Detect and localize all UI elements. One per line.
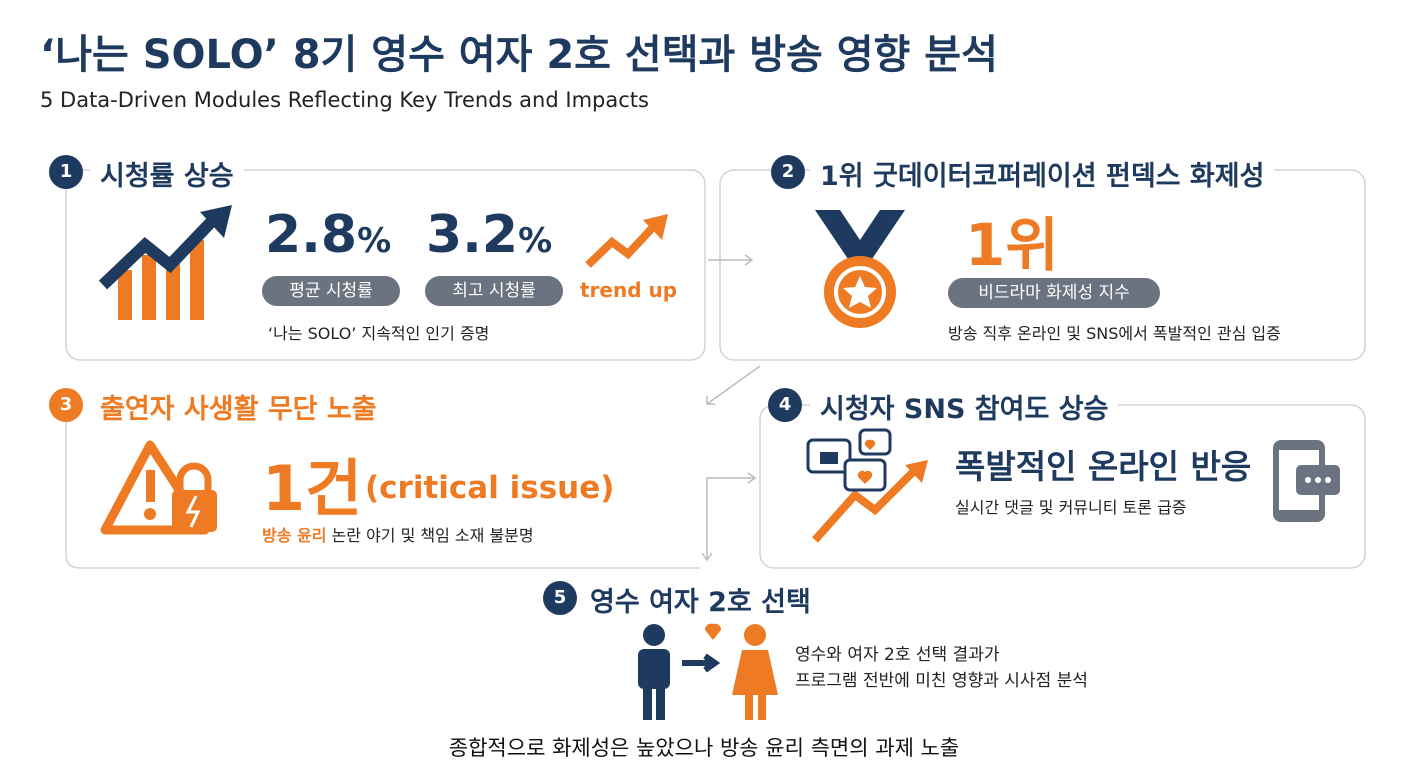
module-note: ‘나는 SOLO’ 지속적인 인기 증명	[268, 324, 490, 343]
stat-value: 3.2	[426, 205, 519, 265]
tag: (critical issue)	[365, 470, 615, 506]
trend-label: trend up	[580, 278, 678, 302]
arrow	[708, 254, 754, 266]
module-number: 1	[49, 155, 83, 189]
chart-icon	[98, 205, 232, 320]
warning-icon	[100, 440, 217, 535]
label-pill: 비드라마 화제성 지수	[948, 278, 1160, 308]
arrow	[701, 472, 757, 562]
module-title: 출연자 사생활 무단 노출	[90, 387, 387, 426]
module-number: 2	[771, 155, 805, 189]
stat-label: 최고 시청률	[425, 276, 563, 306]
module-line: 프로그램 전반에 미친 영향과 시사점 분석	[795, 671, 1088, 691]
module-number: 5	[543, 581, 577, 615]
stat: 3.2%	[426, 205, 552, 265]
persons-icon	[638, 623, 778, 720]
social-icon	[806, 428, 928, 543]
big-value: 1건	[262, 452, 363, 525]
module-title: 1위 굿데이터코퍼레이션 펀덱스 화제성	[810, 154, 1275, 193]
title: ‘나는 SOLO’ 8기 영수 여자 2호 선택과 방송 영향 분석	[40, 32, 998, 78]
module-note: 실시간 댓글 및 커뮤니티 토론 급증	[955, 498, 1187, 517]
arrow	[706, 365, 761, 405]
subtitle: 5 Data-Driven Modules Reflecting Key Tre…	[40, 88, 649, 112]
module-title: 시청률 상승	[90, 154, 244, 193]
trend-icon	[585, 214, 668, 268]
module-title: 영수 여자 2호 선택	[590, 587, 811, 618]
footer: 종합적으로 화제성은 높았으나 방송 윤리 측면의 과제 노출	[448, 736, 960, 760]
box	[65, 405, 700, 569]
box	[65, 169, 706, 361]
module-line: 영수와 여자 2호 선택 결과가	[795, 645, 1000, 665]
headline: 폭발적인 온라인 반응	[955, 447, 1252, 486]
stat-unit: %	[518, 221, 553, 261]
medal-icon	[815, 210, 905, 328]
module-note: 방송 윤리 논란 야기 및 책임 소재 불분명	[262, 522, 534, 546]
module-title: 시청자 SNS 참여도 상승	[810, 387, 1119, 426]
stat-value: 2.8	[265, 205, 358, 265]
module-number: 3	[49, 388, 83, 422]
stat-unit: %	[357, 221, 392, 261]
stat-label: 평균 시청률	[262, 276, 400, 306]
module-note: 방송 직후 온라인 및 SNS에서 폭발적인 관심 입증	[948, 324, 1281, 343]
phone-icon	[1273, 440, 1340, 522]
note-text: 논란 야기 및 책임 소재 불분명	[326, 526, 534, 545]
note-highlight: 방송 윤리	[262, 526, 327, 545]
stat: 2.8%	[265, 205, 391, 265]
big-value: 1위	[965, 211, 1059, 279]
module-number: 4	[768, 388, 802, 422]
